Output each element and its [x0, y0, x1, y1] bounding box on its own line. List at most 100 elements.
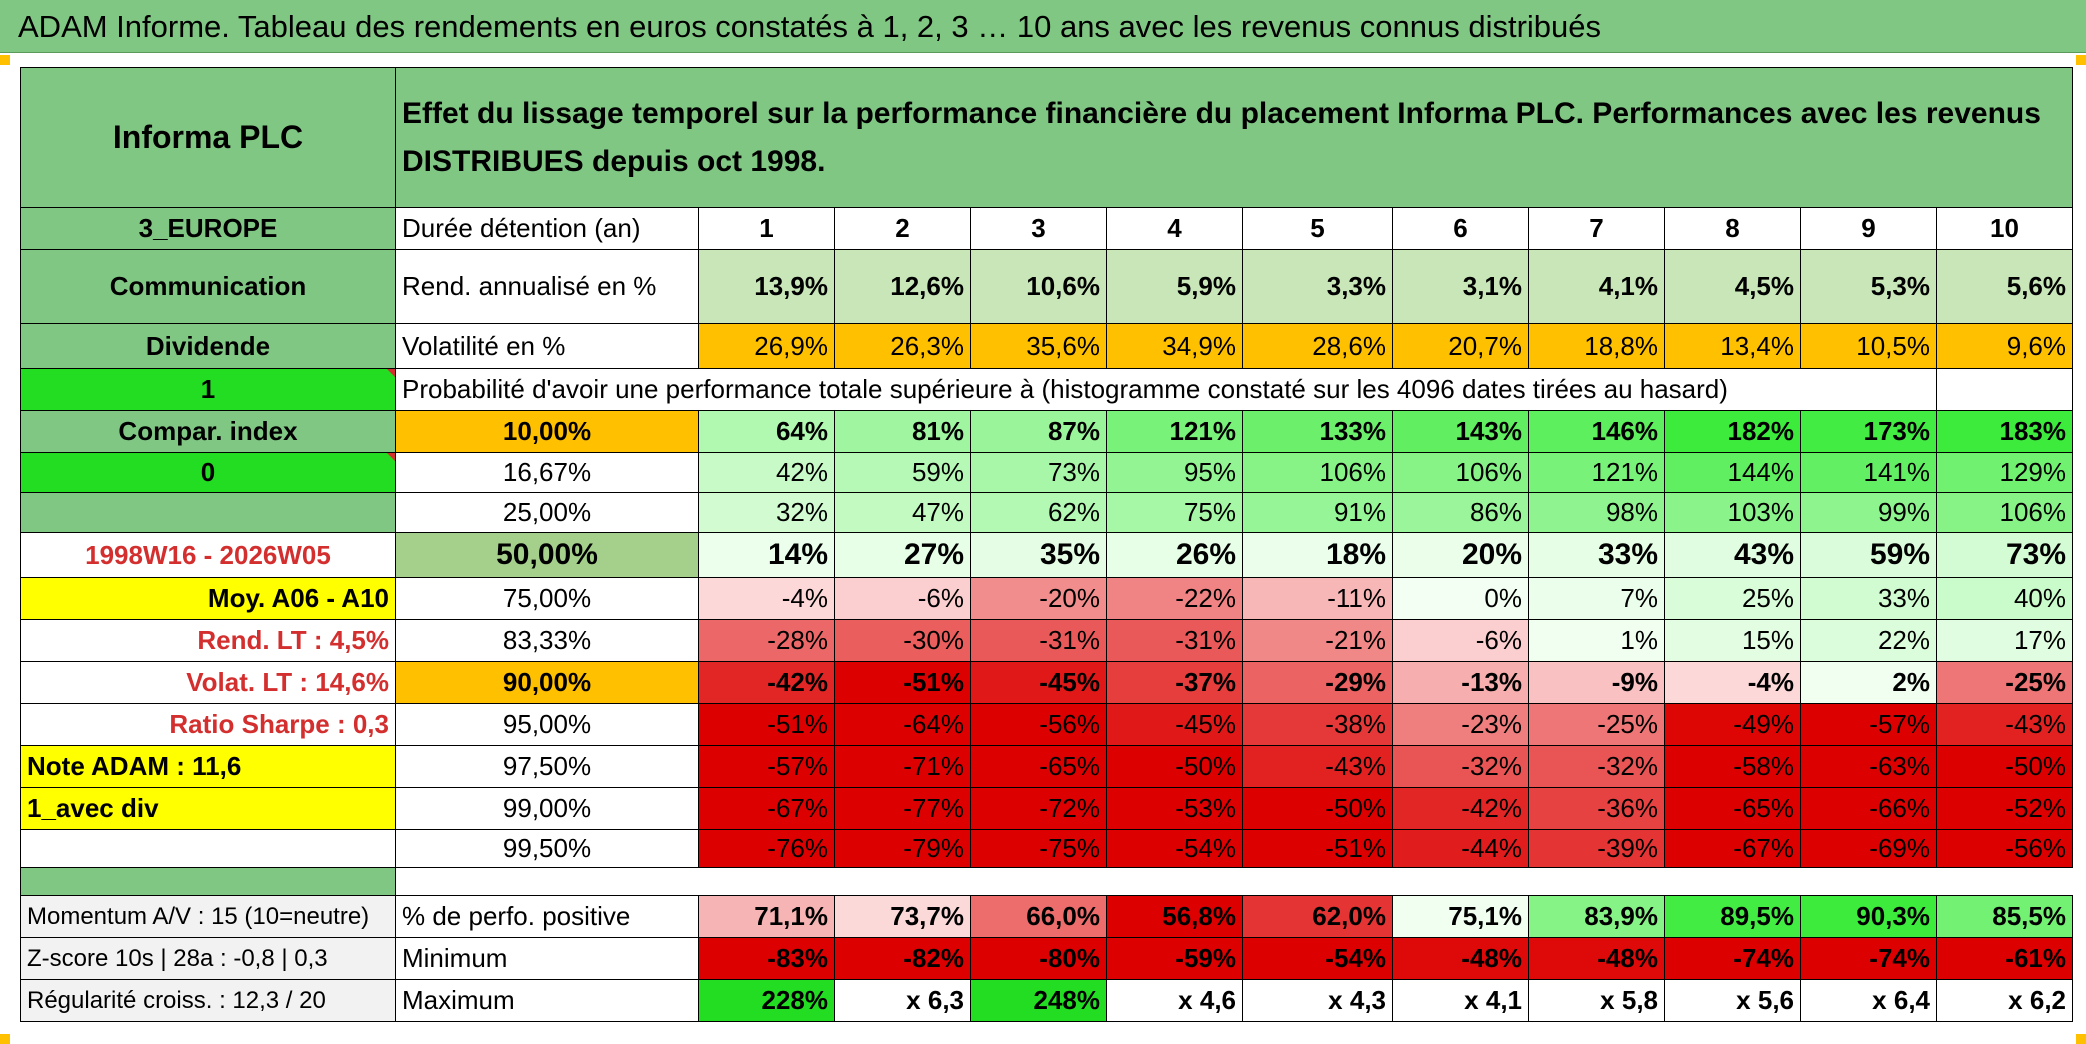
pos-cell: 83,9%	[1528, 895, 1665, 938]
performance-cell: -43%	[1936, 703, 2073, 746]
performance-cell: 106%	[1242, 452, 1393, 493]
performance-cell: -53%	[1106, 787, 1243, 830]
performance-cell: -50%	[1242, 787, 1393, 830]
performance-cell: -4%	[1664, 661, 1801, 704]
year-header: 5	[1242, 207, 1393, 250]
region-label: 3_EUROPE	[20, 207, 396, 250]
performance-cell: 121%	[1528, 452, 1665, 493]
performance-cell: -52%	[1936, 787, 2073, 830]
pos-cell: 85,5%	[1936, 895, 2073, 938]
performance-cell: 25%	[1664, 577, 1801, 620]
performance-cell: -58%	[1664, 745, 1801, 788]
year-header: 8	[1664, 207, 1801, 250]
annual-return-cell: 3,1%	[1392, 249, 1529, 324]
annual-return-cell: 4,1%	[1528, 249, 1665, 324]
performance-cell: -21%	[1242, 619, 1393, 662]
performance-cell: 129%	[1936, 452, 2073, 493]
period-label: 1998W16 - 2026W05	[20, 532, 396, 578]
performance-cell: 32%	[698, 492, 835, 533]
max-cell: x 6,3	[834, 979, 971, 1022]
performance-cell: 73%	[1936, 532, 2073, 578]
performance-cell: -31%	[970, 619, 1107, 662]
performance-cell: -32%	[1392, 745, 1529, 788]
long-term-return-label: Rend. LT : 4,5%	[20, 619, 396, 662]
performance-cell: 103%	[1664, 492, 1801, 533]
side-green-cell	[20, 492, 396, 533]
performance-cell: -76%	[698, 829, 835, 868]
performance-cell: -9%	[1528, 661, 1665, 704]
performance-cell: -65%	[1664, 787, 1801, 830]
performance-cell: -37%	[1106, 661, 1243, 704]
performance-cell: 20%	[1392, 532, 1529, 578]
performance-cell: 91%	[1242, 492, 1393, 533]
performance-cell: -56%	[970, 703, 1107, 746]
pos-cell: 56,8%	[1106, 895, 1243, 938]
performance-cell: 121%	[1106, 410, 1243, 453]
volatility-cell: 13,4%	[1664, 323, 1801, 369]
corner-marker	[2076, 55, 2086, 65]
probability-threshold: 10,00%	[395, 410, 699, 453]
performance-cell: 27%	[834, 532, 971, 578]
performance-cell: 62%	[970, 492, 1107, 533]
annual-return-cell: 5,6%	[1936, 249, 2073, 324]
performance-cell: 182%	[1664, 410, 1801, 453]
performance-cell: -28%	[698, 619, 835, 662]
volatility-cell: 18,8%	[1528, 323, 1665, 369]
performance-cell: -38%	[1242, 703, 1393, 746]
compar-index-label: Compar. index	[20, 410, 396, 453]
max-cell: x 4,1	[1392, 979, 1529, 1022]
year-header: 2	[834, 207, 971, 250]
performance-cell: 47%	[834, 492, 971, 533]
min-cell: -74%	[1664, 937, 1801, 980]
performance-cell: 2%	[1800, 661, 1937, 704]
probability-threshold: 83,33%	[395, 619, 699, 662]
volatility-cell: 26,9%	[698, 323, 835, 369]
performance-cell: -42%	[698, 661, 835, 704]
year-header: 9	[1800, 207, 1937, 250]
empty-cell	[1936, 368, 2073, 411]
min-cell: -48%	[1392, 937, 1529, 980]
holding-duration-label: Durée détention (an)	[395, 207, 699, 250]
annual-return-cell: 5,9%	[1106, 249, 1243, 324]
performance-cell: 183%	[1936, 410, 2073, 453]
momentum-label: Momentum A/V : 15 (10=neutre)	[20, 895, 396, 938]
min-cell: -48%	[1528, 937, 1665, 980]
performance-cell: 81%	[834, 410, 971, 453]
performance-cell: 143%	[1392, 410, 1529, 453]
max-cell: x 4,3	[1242, 979, 1393, 1022]
sector-label: Communication	[20, 249, 396, 324]
performance-cell: 106%	[1392, 452, 1529, 493]
probability-threshold: 25,00%	[395, 492, 699, 533]
performance-cell: -39%	[1528, 829, 1665, 868]
company-name: Informa PLC	[20, 67, 396, 208]
performance-cell: 75%	[1106, 492, 1243, 533]
min-cell: -59%	[1106, 937, 1243, 980]
performance-cell: -67%	[1664, 829, 1801, 868]
dividend-label: Dividende	[20, 323, 396, 369]
performance-cell: -79%	[834, 829, 971, 868]
annual-return-label: Rend. annualisé en %	[395, 249, 699, 324]
performance-cell: 40%	[1936, 577, 2073, 620]
probability-threshold: 75,00%	[395, 577, 699, 620]
performance-cell: -25%	[1528, 703, 1665, 746]
performance-cell: 35%	[970, 532, 1107, 578]
min-cell: -74%	[1800, 937, 1937, 980]
max-cell: x 4,6	[1106, 979, 1243, 1022]
performance-cell: 144%	[1664, 452, 1801, 493]
adam-score-label: Note ADAM : 11,6	[20, 745, 396, 788]
performance-cell: 146%	[1528, 410, 1665, 453]
max-cell: 248%	[970, 979, 1107, 1022]
max-cell: x 5,8	[1528, 979, 1665, 1022]
performance-cell: 33%	[1800, 577, 1937, 620]
performance-cell: 73%	[970, 452, 1107, 493]
pos-cell: 62,0%	[1242, 895, 1393, 938]
report-description: Effet du lissage temporel sur la perform…	[395, 67, 2073, 208]
performance-cell: -45%	[1106, 703, 1243, 746]
probability-threshold: 16,67%	[395, 452, 699, 493]
performance-cell: -44%	[1392, 829, 1529, 868]
performance-cell: -43%	[1242, 745, 1393, 788]
positive-perf-label: % de perfo. positive	[395, 895, 699, 938]
probability-threshold: 99,00%	[395, 787, 699, 830]
performance-cell: -71%	[834, 745, 971, 788]
report-title: ADAM Informe. Tableau des rendements en …	[0, 0, 2086, 53]
